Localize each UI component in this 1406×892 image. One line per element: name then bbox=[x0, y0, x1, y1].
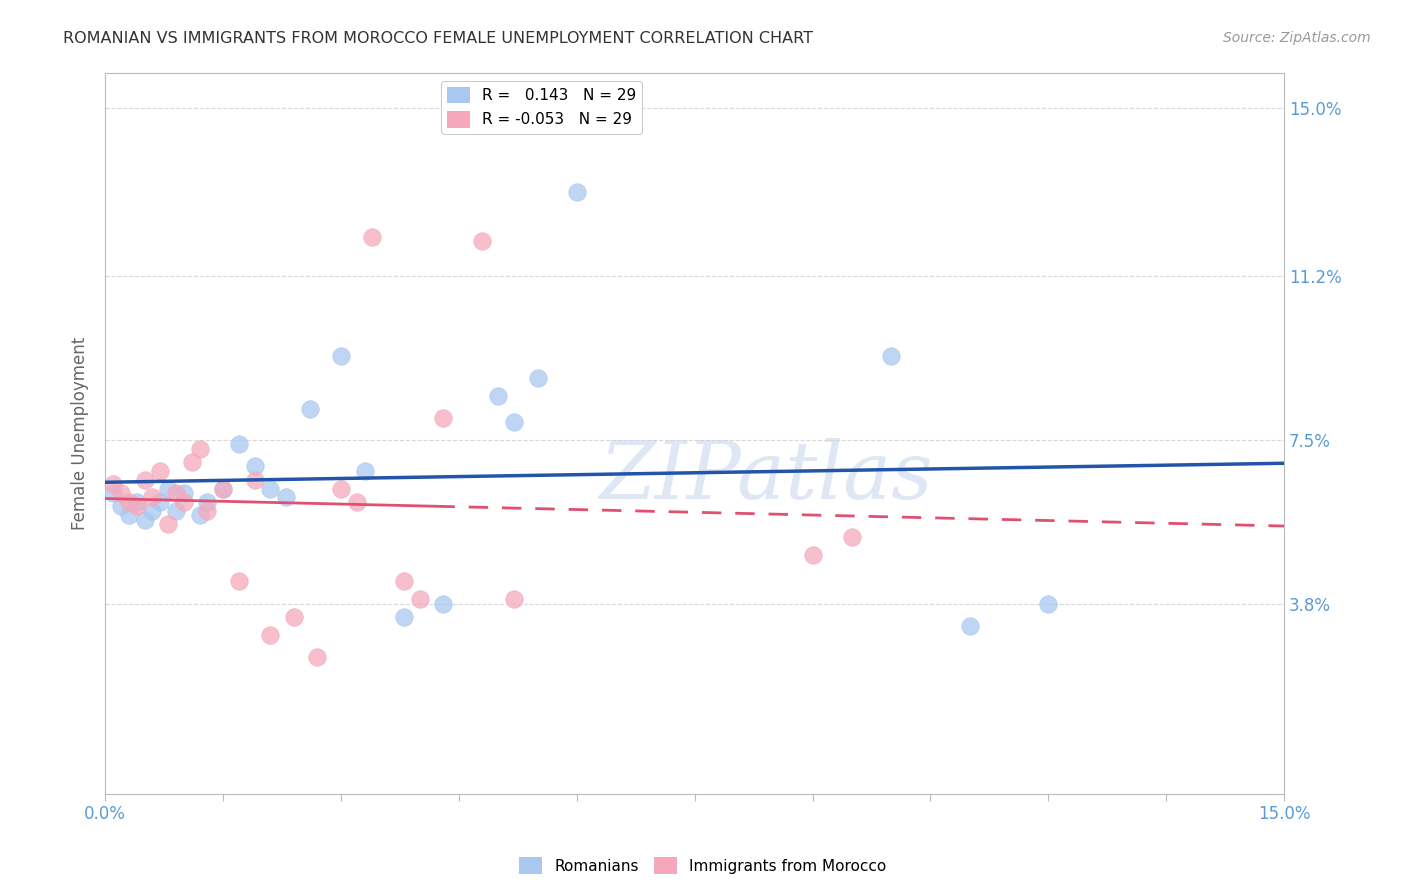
Point bbox=[118, 508, 141, 522]
Point bbox=[330, 482, 353, 496]
Point bbox=[432, 410, 454, 425]
Point bbox=[141, 491, 163, 505]
Point bbox=[197, 495, 219, 509]
Point bbox=[274, 491, 297, 505]
Point bbox=[228, 437, 250, 451]
Point bbox=[471, 234, 494, 248]
Point bbox=[157, 482, 180, 496]
Y-axis label: Female Unemployment: Female Unemployment bbox=[72, 336, 89, 530]
Point bbox=[408, 592, 430, 607]
Point bbox=[959, 618, 981, 632]
Point bbox=[259, 482, 281, 496]
Point bbox=[149, 495, 172, 509]
Point bbox=[243, 459, 266, 474]
Point bbox=[165, 504, 187, 518]
Point bbox=[101, 486, 124, 500]
Point bbox=[134, 473, 156, 487]
Point bbox=[841, 530, 863, 544]
Point bbox=[228, 574, 250, 589]
Point bbox=[346, 495, 368, 509]
Point bbox=[361, 229, 384, 244]
Point bbox=[173, 495, 195, 509]
Point bbox=[212, 482, 235, 496]
Point bbox=[134, 512, 156, 526]
Point bbox=[197, 504, 219, 518]
Point bbox=[243, 473, 266, 487]
Point bbox=[801, 548, 824, 562]
Point bbox=[165, 486, 187, 500]
Text: Source: ZipAtlas.com: Source: ZipAtlas.com bbox=[1223, 31, 1371, 45]
Point bbox=[283, 609, 305, 624]
Point bbox=[188, 442, 211, 456]
Point bbox=[330, 349, 353, 363]
Point bbox=[432, 597, 454, 611]
Legend: Romanians, Immigrants from Morocco: Romanians, Immigrants from Morocco bbox=[513, 851, 893, 880]
Point bbox=[110, 486, 132, 500]
Point bbox=[503, 592, 526, 607]
Point bbox=[125, 500, 148, 514]
Point bbox=[353, 464, 375, 478]
Point bbox=[298, 402, 321, 417]
Point bbox=[565, 186, 588, 200]
Legend: R =   0.143   N = 29, R = -0.053   N = 29: R = 0.143 N = 29, R = -0.053 N = 29 bbox=[440, 80, 643, 134]
Point bbox=[118, 495, 141, 509]
Point bbox=[486, 389, 509, 403]
Point bbox=[149, 464, 172, 478]
Point bbox=[392, 609, 415, 624]
Point bbox=[101, 477, 124, 491]
Point bbox=[141, 504, 163, 518]
Point bbox=[157, 516, 180, 531]
Point bbox=[212, 482, 235, 496]
Point bbox=[880, 349, 903, 363]
Point bbox=[259, 627, 281, 641]
Point bbox=[307, 649, 329, 664]
Point bbox=[180, 455, 202, 469]
Point bbox=[188, 508, 211, 522]
Point bbox=[173, 486, 195, 500]
Text: ZIPatlas: ZIPatlas bbox=[599, 438, 932, 516]
Point bbox=[392, 574, 415, 589]
Point bbox=[1038, 597, 1060, 611]
Point bbox=[110, 500, 132, 514]
Point bbox=[526, 371, 548, 385]
Point bbox=[125, 495, 148, 509]
Point bbox=[503, 415, 526, 429]
Text: ROMANIAN VS IMMIGRANTS FROM MOROCCO FEMALE UNEMPLOYMENT CORRELATION CHART: ROMANIAN VS IMMIGRANTS FROM MOROCCO FEMA… bbox=[63, 31, 813, 46]
